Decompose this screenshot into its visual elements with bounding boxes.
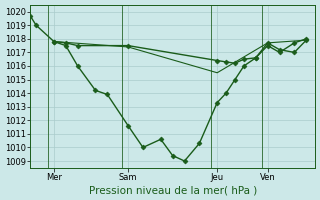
X-axis label: Pression niveau de la mer( hPa ): Pression niveau de la mer( hPa ) <box>89 185 257 195</box>
